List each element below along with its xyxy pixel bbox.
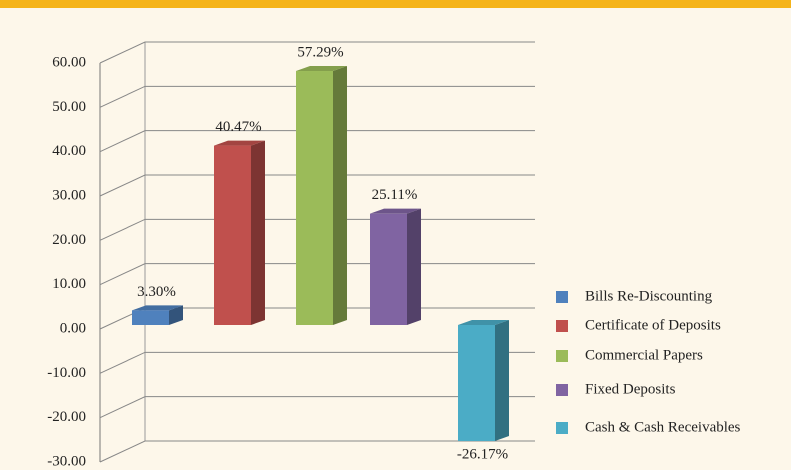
y-tick-label: 30.00 [52,187,86,203]
grid-line [99,351,535,374]
value-label: 57.29% [297,44,343,60]
bar-top [458,320,509,325]
legend-swatch [556,422,568,434]
bar [214,145,251,325]
legend-label: Bills Re-Discounting [585,288,713,304]
bar-side [251,140,265,325]
legend-label: Certificate of Deposits [585,317,721,333]
legend-swatch [556,291,568,303]
grid-line [99,440,535,463]
value-label: 3.30% [137,284,176,300]
legend-label: Cash & Cash Receivables [585,419,741,435]
legend-swatch [556,384,568,396]
bar-top [370,208,421,214]
value-label: 25.11% [372,187,418,203]
value-label: -26.17% [457,446,508,462]
bar [458,325,495,442]
legend-swatch [556,320,568,332]
y-tick-label: 20.00 [52,232,86,248]
legend-label: Fixed Deposits [585,381,676,397]
bar-side [169,305,183,325]
bar [296,71,333,325]
bar-side [407,208,421,325]
y-tick-label: -30.00 [47,453,86,469]
value-label: 40.47% [215,119,261,135]
y-tick-label: 10.00 [52,276,86,292]
legend-label: Commercial Papers [585,347,703,363]
legend-swatch [556,350,568,362]
y-tick-label: 60.00 [52,54,86,70]
y-tick-label: 50.00 [52,99,86,115]
grid-line [99,85,535,108]
top-band [0,0,791,8]
grid-line [99,130,535,153]
y-tick-label: -20.00 [47,409,86,425]
grid-line [99,41,535,64]
bar [370,213,407,325]
bar-top [296,66,347,72]
bar-side [333,66,347,325]
bar-top [214,140,265,146]
bar [132,310,169,325]
y-tick-label: -10.00 [47,365,86,381]
y-tick-label: 40.00 [52,143,86,159]
grid-line [99,396,535,419]
grid-line [99,174,535,197]
bar-top [132,305,183,311]
bar-side [495,320,509,442]
y-tick-label: 0.00 [60,320,86,336]
